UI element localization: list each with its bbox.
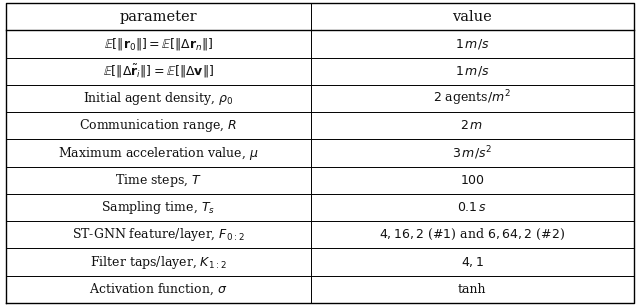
Text: tanh: tanh [458, 283, 486, 296]
Text: Sampling time, $T_s$: Sampling time, $T_s$ [101, 199, 216, 216]
Text: Activation function, $\sigma$: Activation function, $\sigma$ [89, 282, 228, 297]
Text: Communication range, $R$: Communication range, $R$ [79, 117, 237, 134]
Text: $2$ agents$/m^2$: $2$ agents$/m^2$ [433, 89, 511, 108]
Text: $1\,m/s$: $1\,m/s$ [455, 37, 490, 51]
Text: Maximum acceleration value, $\mu$: Maximum acceleration value, $\mu$ [58, 144, 259, 162]
Text: $4, 16, 2$ ($\#1$) and $6, 64, 2$ ($\#2$): $4, 16, 2$ ($\#1$) and $6, 64, 2$ ($\#2$… [379, 227, 565, 242]
Text: $3\,m/s^2$: $3\,m/s^2$ [452, 144, 492, 162]
Text: $4, 1$: $4, 1$ [461, 255, 484, 269]
Text: parameter: parameter [120, 10, 197, 24]
Text: Time steps, $T$: Time steps, $T$ [115, 172, 202, 189]
Text: Filter taps/layer, $K_{1:2}$: Filter taps/layer, $K_{1:2}$ [90, 254, 227, 271]
Text: $2\,m$: $2\,m$ [460, 119, 484, 132]
Text: $1\,m/s$: $1\,m/s$ [455, 64, 490, 78]
Text: Initial agent density, $\rho_0$: Initial agent density, $\rho_0$ [83, 90, 234, 107]
Text: ST-GNN feature/layer, $F_{0:2}$: ST-GNN feature/layer, $F_{0:2}$ [72, 226, 245, 243]
Text: $\mathbb{E}[\|\Delta\tilde{\mathbf{r}}_i\|] = \mathbb{E}[\|\Delta\mathbf{v}\|]$: $\mathbb{E}[\|\Delta\tilde{\mathbf{r}}_i… [103, 62, 214, 80]
Text: value: value [452, 10, 492, 24]
Text: $\mathbb{E}[\|\mathbf{r}_0\|] = \mathbb{E}[\|\Delta\mathbf{r}_n\|]$: $\mathbb{E}[\|\mathbf{r}_0\|] = \mathbb{… [104, 36, 213, 52]
Text: $0.1\,s$: $0.1\,s$ [457, 201, 487, 214]
Text: $100$: $100$ [460, 174, 484, 187]
